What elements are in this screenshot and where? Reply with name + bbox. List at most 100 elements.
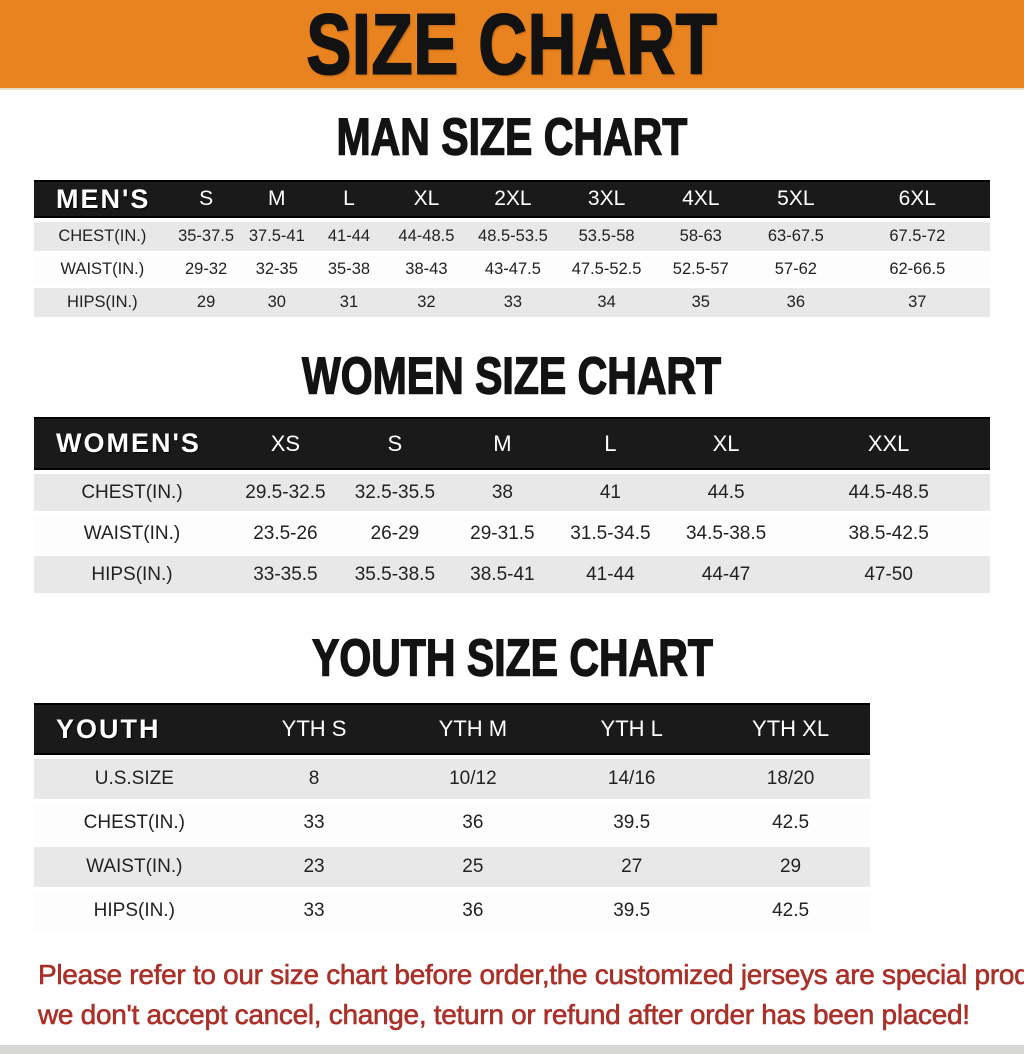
value-cell: 10/12 (449, 768, 497, 789)
value-cell: 35-38 (327, 260, 371, 278)
value-cell: 47.5-52.5 (571, 260, 642, 278)
value-cell: 31 (339, 293, 359, 311)
value-cell: 58-63 (679, 227, 722, 245)
row-label-cell: WAIST(IN.) (60, 260, 145, 278)
table-row: HIPS(IN.) 33 36 39.5 42.5 (34, 891, 870, 931)
value-cell: 31.5-34.5 (570, 522, 651, 544)
column-header: YTH L (552, 703, 712, 755)
value-cell: 52.5-57 (672, 260, 729, 278)
value-cell: 38-43 (405, 260, 448, 278)
section-heading-men: MAN SIZE CHART (336, 107, 688, 167)
value-cell: 62-66.5 (889, 260, 946, 278)
page-title: SIZE CHART (306, 0, 718, 92)
value-cell: 53.5-58 (578, 227, 635, 245)
value-cell: 14/16 (607, 768, 656, 789)
value-cell: 37.5-41 (248, 227, 305, 245)
column-header: 2XL (467, 180, 559, 218)
value-cell: 37 (908, 293, 927, 311)
table-title-cell: MEN'S (34, 180, 171, 218)
column-header: 5XL (747, 180, 845, 218)
value-cell: 63-67.5 (767, 227, 824, 245)
value-cell: 32 (417, 293, 436, 311)
table-header-row: YOUTH YTH S YTH M YTH L YTH XL (34, 703, 870, 755)
value-cell: 35-37.5 (178, 227, 235, 245)
column-header: L (555, 417, 665, 470)
column-header: S (340, 417, 449, 470)
value-cell: 33 (503, 293, 523, 311)
value-cell: 39.5 (613, 900, 651, 921)
table-row: U.S.SIZE 8 10/12 14/16 18/20 (34, 759, 870, 799)
value-cell: 23 (303, 856, 325, 877)
column-header: 3XL (558, 180, 655, 218)
value-cell: 44-48.5 (398, 227, 455, 245)
table-row: HIPS(IN.) 29 30 31 32 33 34 35 36 37 (34, 288, 990, 317)
value-cell: 57-62 (774, 260, 817, 278)
value-cell: 34 (597, 293, 616, 311)
value-cell: 26-29 (370, 522, 420, 544)
row-label-cell: WAIST(IN.) (83, 522, 181, 544)
value-cell: 33 (303, 900, 325, 921)
table-row: CHEST(IN.) 33 36 39.5 42.5 (34, 803, 870, 843)
table-row: CHEST(IN.) 29.5-32.5 32.5-35.5 38 41 44.5 44.5… (34, 474, 990, 511)
value-cell: 36 (462, 812, 484, 833)
column-header: YTH XL (711, 703, 870, 755)
column-header: M (448, 417, 556, 470)
section-heading-youth: YOUTH SIZE CHART (311, 628, 713, 688)
row-label-cell: HIPS(IN.) (91, 563, 173, 585)
value-cell: 67.5-72 (889, 227, 946, 245)
value-cell: 47-50 (864, 563, 913, 585)
youth-size-table: YOUTH YTH S YTH M YTH L YTH XL U.S.SIZE 8 10/12… (0, 699, 1024, 935)
column-header: XL (664, 417, 788, 470)
disclaimer-text: Please refer to our size chart before or… (38, 955, 1024, 1035)
column-header: S (170, 180, 242, 218)
value-cell: 29-31.5 (470, 522, 535, 544)
value-cell: 36 (462, 900, 484, 921)
value-cell: 18/20 (766, 768, 815, 789)
value-cell: 42.5 (772, 900, 810, 921)
table-row: WAIST(IN.) 23 25 27 29 (34, 847, 870, 887)
table-row: CHEST(IN.) 35-37.5 37.5-41 41-44 44-48.5 48.5… (34, 222, 990, 251)
row-label-cell: CHEST(IN.) (81, 481, 183, 503)
women-size-table: WOMEN'S XS S M L XL XXL CHEST(IN.) 29.5-32.5 32.5… (0, 413, 1024, 597)
row-label-cell: WAIST(IN.) (86, 856, 183, 877)
value-cell: 29 (779, 856, 802, 877)
disclaimer-line-1: Please refer to our size chart before or… (38, 959, 1024, 991)
column-header: L (312, 180, 386, 218)
value-cell: 29-32 (184, 260, 228, 278)
disclaimer-line-2: we don't accept cancel, change, teturn o… (38, 999, 971, 1031)
value-cell: 38 (491, 481, 513, 503)
value-cell: 38.5-41 (470, 563, 535, 585)
row-label-cell: CHEST(IN.) (58, 227, 147, 245)
value-cell: 43-47.5 (484, 260, 541, 278)
value-cell: 29 (196, 293, 216, 311)
table-row: HIPS(IN.) 33-35.5 35.5-38.5 38.5-41 41-44 44-… (34, 556, 990, 593)
column-header: YTH S (234, 703, 394, 755)
value-cell: 38.5-42.5 (848, 522, 929, 544)
value-cell: 35.5-38.5 (354, 563, 436, 585)
value-cell: 25 (462, 856, 484, 877)
value-cell: 36 (786, 293, 806, 311)
section-heading-women: WOMEN SIZE CHART (302, 346, 722, 406)
table-header-row: WOMEN'S XS S M L XL XXL (34, 417, 990, 470)
row-label-cell: HIPS(IN.) (93, 900, 175, 921)
value-cell: 34.5-38.5 (685, 522, 767, 544)
value-cell: 44.5 (707, 481, 745, 503)
bottom-edge-strip (0, 1045, 1024, 1054)
value-cell: 30 (267, 293, 286, 311)
value-cell: 41-44 (586, 563, 635, 585)
column-header: XXL (787, 417, 990, 470)
value-cell: 29.5-32.5 (245, 481, 326, 503)
table-title-cell: YOUTH (34, 703, 235, 755)
row-label-cell: HIPS(IN.) (67, 293, 138, 311)
row-label-cell: CHEST(IN.) (83, 812, 185, 833)
men-size-table: MEN'S S M L XL 2XL 3XL 4XL 5XL 6XL CHEST(IN.) 35-37… (0, 176, 1024, 321)
size-chart-banner: SIZE CHART (0, 0, 1024, 90)
value-cell: 39.5 (613, 812, 651, 833)
value-cell: 23.5-26 (253, 522, 318, 544)
size-table: YOUTH YTH S YTH M YTH L YTH XL U.S.SIZE 8 10/12… (34, 699, 870, 935)
value-cell: 44-47 (701, 563, 751, 585)
column-header: 6XL (844, 180, 990, 218)
column-header: YTH M (393, 703, 553, 755)
table-row: WAIST(IN.) 29-32 32-35 35-38 38-43 43-47.5 47.… (34, 255, 990, 284)
value-cell: 33-35.5 (253, 563, 318, 585)
